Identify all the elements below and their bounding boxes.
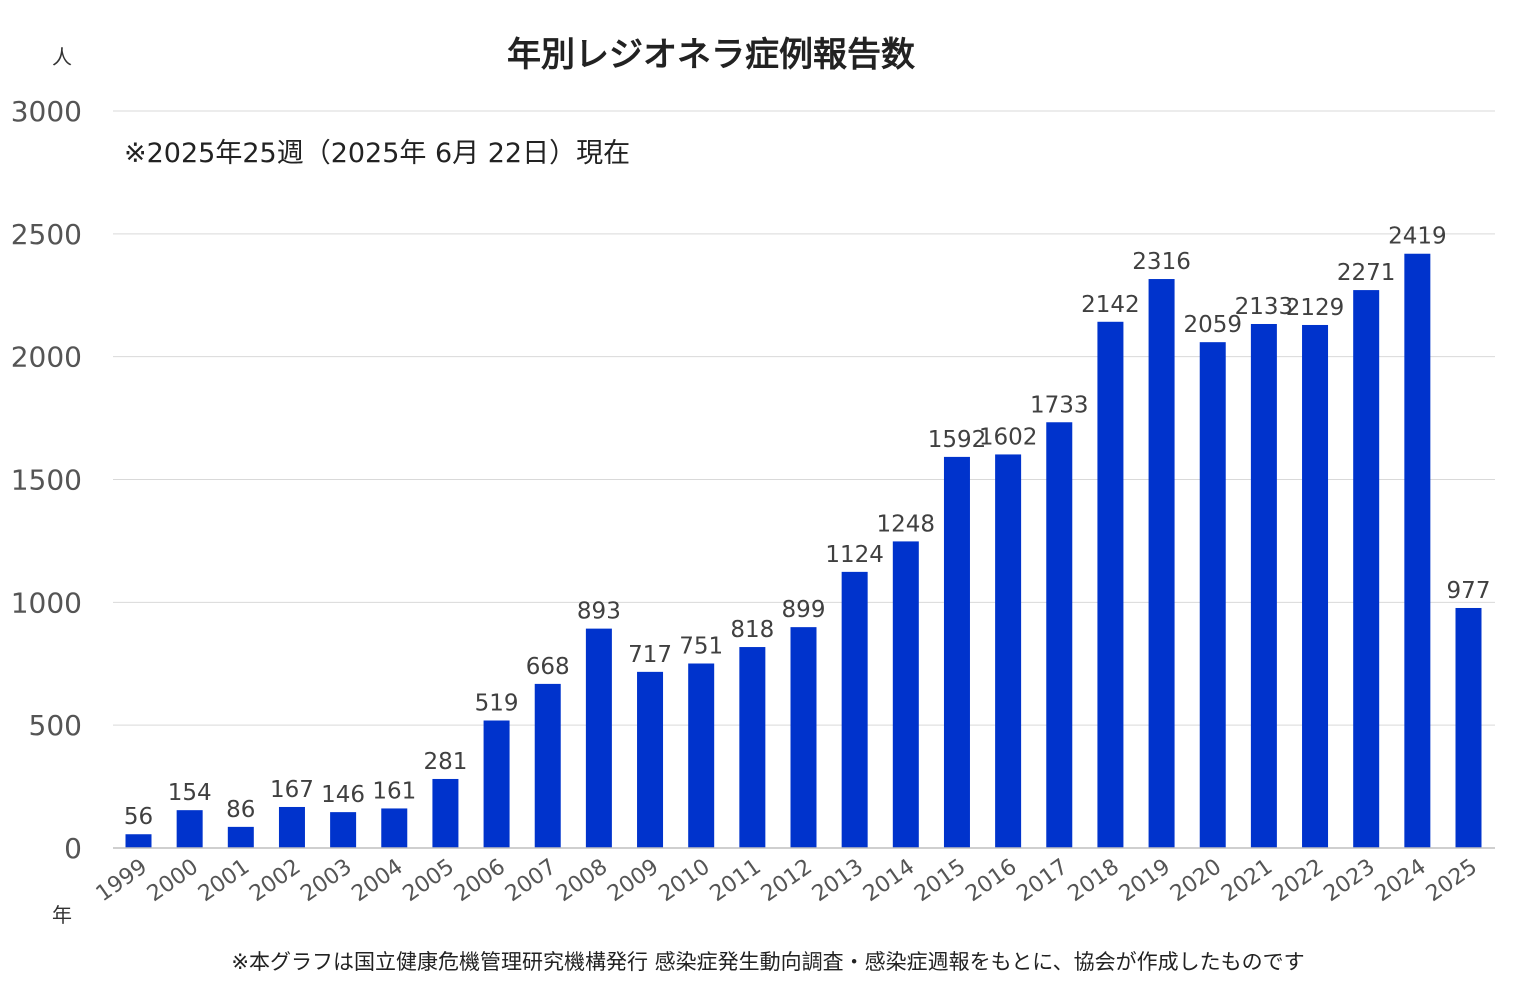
- bar-value-label: 2129: [1286, 295, 1345, 321]
- y-tick-label: 1500: [11, 464, 82, 497]
- bar-value-label: 751: [679, 634, 723, 660]
- bar-value-label: 1248: [877, 511, 936, 537]
- x-tick-label: 2007: [501, 854, 561, 907]
- bar-value-label: 977: [1447, 578, 1491, 604]
- x-tick-label: 2003: [296, 854, 356, 907]
- bar-value-label: 893: [577, 599, 621, 625]
- y-tick-label: 2500: [11, 218, 82, 251]
- x-tick-label: 2000: [143, 854, 203, 907]
- bar: [1046, 422, 1073, 848]
- x-tick-label: 2019: [1115, 854, 1175, 907]
- bar: [330, 812, 357, 848]
- x-tick-label: 2008: [552, 854, 612, 907]
- bar: [1302, 324, 1329, 848]
- bar-value-label: 668: [526, 654, 570, 680]
- bar: [1199, 342, 1226, 848]
- bar-value-label: 717: [628, 642, 672, 668]
- y-tick-label: 500: [29, 709, 82, 742]
- bar-value-label: 2419: [1388, 224, 1447, 250]
- data-labels: 56 154 86 167 146 161 281 519 668 893 717 751 818 899…: [124, 224, 1491, 831]
- x-tick-label: 2016: [961, 854, 1021, 907]
- bar: [790, 627, 817, 848]
- bar: [125, 834, 152, 848]
- bar: [841, 571, 868, 848]
- y-axis-ticks: 0 500 1000 1500 2000 2500 3000: [11, 95, 82, 865]
- bar: [637, 671, 664, 848]
- y-tick-label: 2000: [11, 341, 82, 374]
- bar: [585, 628, 612, 848]
- bar-value-label: 154: [168, 780, 212, 806]
- bar: [227, 826, 254, 848]
- bars: [125, 253, 1482, 849]
- x-tick-label: 2017: [1012, 854, 1072, 907]
- bar-value-label: 2133: [1235, 294, 1294, 320]
- bar-value-label: 2059: [1183, 312, 1242, 338]
- x-axis-unit-label: 年: [52, 903, 72, 927]
- bar-value-label: 281: [423, 749, 467, 775]
- bar: [1097, 321, 1124, 849]
- bar: [381, 808, 408, 848]
- x-tick-label: 2018: [1064, 854, 1124, 907]
- x-tick-label: 2009: [603, 854, 663, 907]
- x-tick-label: 2002: [245, 854, 305, 907]
- x-tick-label: 2011: [706, 854, 766, 907]
- bar-value-label: 1124: [825, 542, 884, 568]
- bar-value-label: 146: [321, 782, 365, 808]
- bar-value-label: 56: [124, 804, 153, 830]
- x-tick-label: 2025: [1422, 854, 1482, 907]
- x-tick-label: 2023: [1319, 854, 1379, 907]
- bar-value-label: 818: [730, 617, 774, 643]
- bar-value-label: 1592: [928, 427, 987, 453]
- bar: [1250, 323, 1277, 848]
- x-tick-label: 2005: [399, 854, 459, 907]
- x-tick-label: 2006: [450, 854, 510, 907]
- bar: [1148, 279, 1175, 848]
- bar-value-label: 1602: [979, 424, 1038, 450]
- chart-subtitle: ※2025年25週（2025年 6月 22日）現在: [124, 138, 630, 169]
- y-tick-label: 1000: [11, 586, 82, 619]
- y-tick-label: 3000: [11, 95, 82, 128]
- bar-value-label: 1733: [1030, 392, 1089, 418]
- y-axis-unit-label: 人: [52, 45, 72, 69]
- x-tick-label: 2022: [1268, 854, 1328, 907]
- x-tick-label: 2010: [654, 854, 714, 907]
- x-tick-label: 2020: [1166, 854, 1226, 907]
- x-tick-label: 2001: [194, 854, 254, 907]
- bar-value-label: 519: [475, 690, 519, 716]
- bar: [995, 454, 1022, 848]
- bar-value-label: 2316: [1132, 249, 1191, 275]
- bar-value-label: 167: [270, 777, 314, 803]
- bar: [892, 541, 919, 848]
- bar: [483, 720, 510, 848]
- bar-value-label: 899: [782, 597, 826, 623]
- x-tick-label: 2015: [910, 854, 970, 907]
- bar-value-label: 86: [226, 797, 255, 823]
- chart-footnote: ※本グラフは国立健康危機管理研究機構発行 感染症発生動向調査・感染症週報をもとに…: [231, 950, 1304, 974]
- x-axis-ticks: 1999200020012002200320042005200620072008…: [92, 854, 1482, 907]
- x-tick-label: 2021: [1217, 854, 1277, 907]
- bar: [1455, 607, 1482, 848]
- y-tick-label: 0: [64, 832, 82, 865]
- bar-value-label: 161: [372, 778, 416, 804]
- chart-title: 年別レジオネラ症例報告数: [507, 35, 915, 75]
- bar: [1404, 253, 1431, 849]
- bar: [739, 647, 766, 848]
- x-tick-label: 2014: [859, 854, 919, 907]
- bar: [432, 778, 459, 848]
- x-tick-label: 2024: [1371, 854, 1431, 907]
- bar: [278, 806, 305, 848]
- x-tick-label: 2013: [808, 854, 868, 907]
- bar: [943, 456, 970, 848]
- bar: [1353, 290, 1380, 848]
- bar-value-label: 2271: [1337, 260, 1396, 286]
- bar: [688, 663, 715, 848]
- x-tick-label: 2004: [347, 854, 407, 907]
- bar: [176, 810, 203, 848]
- bar: [534, 683, 561, 848]
- x-tick-label: 1999: [92, 854, 152, 907]
- bar-value-label: 2142: [1081, 292, 1140, 318]
- x-tick-label: 2012: [757, 854, 817, 907]
